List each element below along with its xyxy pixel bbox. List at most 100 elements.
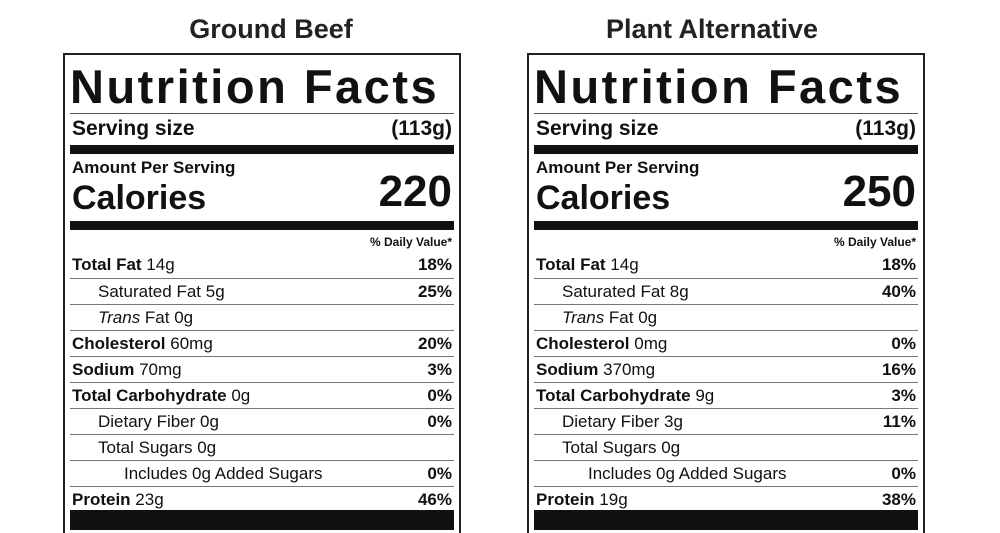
daily-value-percent: 0% (427, 463, 452, 483)
nutrient-amount: 19g (594, 489, 628, 509)
thick-divider (70, 221, 454, 230)
daily-value-percent: 40% (881, 281, 916, 301)
nutrient-row: Total Sugars 0g (534, 434, 918, 460)
nutrient-amount: 70mg (134, 359, 182, 379)
nutrient-name: Sodium 370mg (536, 360, 655, 380)
nutrient-label: Total Fat (536, 255, 606, 274)
nutrient-amount: 0g (195, 411, 219, 431)
nutrient-amount: 60mg (165, 333, 213, 353)
amount-per-serving: Amount Per Serving (72, 158, 236, 177)
nutrient-amount: Fat 0g (604, 307, 658, 327)
nutrient-name: Total Fat 14g (72, 255, 175, 275)
nutrient-row: Cholesterol 60mg 20% (70, 330, 454, 356)
daily-value-percent: 18% (881, 255, 916, 274)
nutrient-name: Saturated Fat 5g (72, 282, 225, 302)
nutrient-amount: 5g (201, 281, 225, 301)
nutrient-name: Cholesterol 60mg (72, 334, 213, 354)
nutrient-amount: 14g (141, 255, 175, 274)
serving-size-label: Serving size (72, 117, 195, 140)
nutrient-rows: Total Fat 14g 18% Saturated Fat 8g 40% Trans… (534, 252, 918, 512)
bottom-bar (70, 510, 454, 530)
bottom-bar (534, 510, 918, 530)
nutrient-name: Total Fat 14g (536, 255, 639, 275)
nutrient-amount: 23g (130, 489, 164, 509)
daily-value-percent: 3% (427, 359, 452, 379)
nutrient-label: Includes 0g Added Sugars (124, 463, 323, 483)
nutrition-facts-heading: Nutrition Facts (534, 60, 904, 113)
daily-value-header: % Daily Value* (833, 235, 916, 249)
nutrient-label: Total Carbohydrate (536, 385, 691, 405)
nutrient-row: Total Carbohydrate 0g 0% (70, 382, 454, 408)
daily-value-percent: 16% (881, 359, 916, 379)
nutrient-amount: Fat 0g (140, 307, 194, 327)
nutrient-name: Dietary Fiber 3g (536, 412, 683, 432)
nutrient-name: Protein 23g (72, 490, 164, 510)
nutrient-row: Trans Fat 0g (534, 304, 918, 330)
nutrient-row: Cholesterol 0mg 0% (534, 330, 918, 356)
nutrient-name: Total Sugars 0g (536, 438, 680, 458)
nutrient-amount: 0g (192, 437, 217, 457)
nutrient-amount: 0g (226, 385, 251, 405)
thick-divider (534, 145, 918, 154)
serving-size-row: Serving size (113g) (72, 117, 452, 141)
nutrient-name: Dietary Fiber 0g (72, 412, 219, 432)
nutrient-label: Protein (72, 489, 131, 509)
nutrient-amount: 8g (665, 281, 689, 301)
nutrient-row: Saturated Fat 8g 40% (534, 278, 918, 304)
nutrient-label: Dietary Fiber (562, 411, 660, 431)
nutrient-amount: 0mg (629, 333, 668, 353)
nutrient-row: Dietary Fiber 0g 0% (70, 408, 454, 434)
nutrient-label: Sodium (536, 359, 599, 379)
daily-value-percent: 3% (891, 385, 916, 405)
product-title: Plant Alternative (605, 14, 819, 44)
nutrient-name: Sodium 70mg (72, 360, 182, 380)
nutrient-label: Saturated Fat (98, 281, 202, 301)
daily-value-percent: 18% (417, 255, 452, 274)
nutrient-row: Includes 0g Added Sugars 0% (70, 460, 454, 486)
product-title: Ground Beef (189, 14, 353, 44)
daily-value-header: % Daily Value* (369, 235, 452, 249)
daily-value-percent: 0% (427, 411, 452, 431)
nutrient-label: Total Sugars (98, 437, 193, 457)
daily-value-percent: 0% (427, 385, 452, 405)
serving-size-row: Serving size (113g) (536, 117, 916, 141)
amount-per-serving: Amount Per Serving (536, 158, 700, 177)
nutrient-label: Saturated Fat (562, 281, 666, 301)
daily-value-percent: 0% (891, 333, 916, 353)
nutrient-row: Protein 23g 46% (70, 486, 454, 512)
nutrient-amount: 370mg (598, 359, 656, 379)
nutrient-name: Total Carbohydrate 9g (536, 386, 714, 406)
nutrient-label: Trans (98, 307, 141, 327)
nutrient-row: Dietary Fiber 3g 11% (534, 408, 918, 434)
nutrient-amount: 3g (659, 411, 683, 431)
nutrient-name: Trans Fat 0g (72, 308, 193, 328)
nutrient-label: Cholesterol (536, 333, 630, 353)
calories-label: Calories (536, 179, 671, 217)
nutrient-label: Total Sugars (562, 437, 657, 457)
nutrient-row: Sodium 70mg 3% (70, 356, 454, 382)
nutrient-row: Total Carbohydrate 9g 3% (534, 382, 918, 408)
nutrient-amount: 9g (690, 385, 715, 405)
calories-value: 220 (378, 167, 452, 216)
serving-size-label: Serving size (536, 117, 659, 140)
nutrient-row: Sodium 370mg 16% (534, 356, 918, 382)
nutrient-name: Saturated Fat 8g (536, 282, 689, 302)
divider (534, 113, 918, 114)
nutrient-row: Total Sugars 0g (70, 434, 454, 460)
nutrient-row: Includes 0g Added Sugars 0% (534, 460, 918, 486)
calories-value: 250 (842, 167, 916, 216)
nutrient-row: Total Fat 14g 18% (70, 252, 454, 278)
nutrient-label: Sodium (72, 359, 135, 379)
nutrient-name: Cholesterol 0mg (536, 334, 667, 354)
nutrient-name: Total Sugars 0g (72, 438, 216, 458)
nutrition-label: Nutrition Facts Serving size (113g) Amou… (527, 53, 925, 533)
nutrient-amount: 0g (656, 437, 681, 457)
nutrient-label: Dietary Fiber (98, 411, 196, 431)
daily-value-percent: 20% (417, 333, 452, 353)
nutrient-label: Total Fat (72, 255, 142, 274)
nutrient-name: Total Carbohydrate 0g (72, 386, 250, 406)
thick-divider (70, 145, 454, 154)
nutrient-name: Protein 19g (536, 490, 628, 510)
nutrition-facts-heading: Nutrition Facts (70, 60, 440, 113)
nutrient-label: Cholesterol (72, 333, 166, 353)
